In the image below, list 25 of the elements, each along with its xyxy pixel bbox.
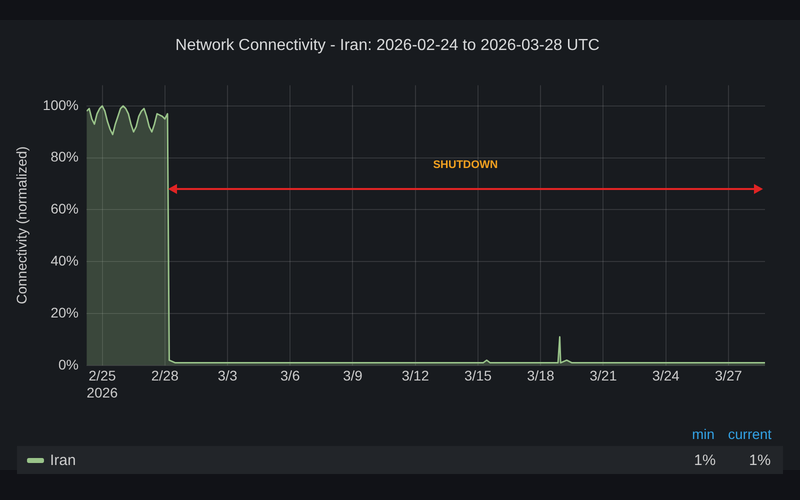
x-tick-label: 3/27	[714, 368, 742, 384]
text: 1%	[694, 452, 716, 469]
x-tick-label: 3/24	[652, 368, 680, 384]
y-tick-label: 0%	[58, 356, 79, 372]
annotation: SHUTDOWN	[432, 158, 499, 171]
text: current	[728, 426, 772, 442]
chart-title: Network Connectivity - Iran: 2026-02-24 to 2026-03-28 UTC	[175, 37, 600, 54]
x-tick-label: 3/18	[526, 368, 554, 384]
x-tick-label: 3/6	[280, 368, 300, 384]
y-tick-label: 60%	[50, 200, 79, 217]
text: 1%	[749, 452, 771, 469]
legend-label: Iran	[50, 452, 76, 469]
x-tick-label: 3/9	[343, 368, 363, 384]
x-tick-label: 3/21	[590, 368, 618, 384]
y-axis-title: Connectivity (normalized)	[13, 146, 30, 304]
y-tick-label: 100%	[42, 96, 79, 113]
text: min	[692, 426, 715, 442]
x-tick-label: 3/12	[402, 368, 430, 384]
y-tick-label: 20%	[50, 304, 79, 320]
y-tick-label: 80%	[50, 148, 79, 165]
x-tick-label: 2/25 2026	[86, 368, 118, 400]
y-tick-label: 40%	[50, 252, 79, 268]
x-tick-label: 3/3	[218, 368, 238, 384]
x-tick-label: 2/28	[151, 368, 179, 384]
x-tick-label: 3/15	[464, 368, 492, 384]
